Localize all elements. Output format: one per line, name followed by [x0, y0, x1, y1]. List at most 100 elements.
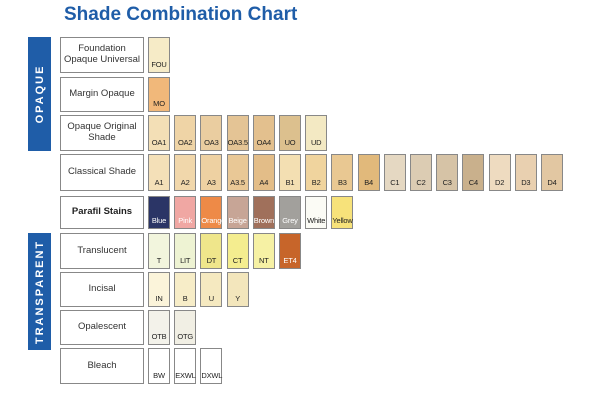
shade-swatch: C2: [410, 154, 432, 191]
shade-swatch: Brown: [252, 196, 275, 229]
shade-code: T: [156, 256, 162, 265]
shade-swatch: C3: [436, 154, 459, 191]
row-label: Classical Shade: [60, 154, 144, 191]
shade-swatch: OA2: [174, 115, 197, 151]
shade-swatch: LIT: [174, 233, 197, 269]
shade-swatch: A3: [200, 154, 223, 191]
shade-code: OA4: [256, 138, 272, 147]
row-label: Margin Opaque: [60, 77, 144, 112]
shade-code: OA3.5: [227, 138, 248, 147]
shade-swatch: A4: [252, 154, 275, 191]
shade-code: Pink: [178, 216, 193, 225]
shade-code: A3.5: [230, 178, 245, 187]
row-label: Translucent: [60, 233, 144, 269]
page-title: Shade Combination Chart: [64, 4, 298, 25]
shade-code: UO: [284, 138, 296, 147]
shade-swatch: UD: [305, 115, 328, 151]
shade-code: A4: [259, 178, 269, 187]
shade-swatch: U: [200, 272, 223, 307]
shade-swatch: Orange: [200, 196, 226, 229]
shade-code: A3: [207, 178, 216, 187]
shade-code: OTB: [151, 332, 167, 341]
shade-code: CT: [232, 256, 243, 265]
shade-swatch: Beige: [226, 196, 249, 229]
shade-swatch: OA3: [200, 115, 223, 151]
shade-swatch: B3: [331, 154, 354, 191]
shade-swatch: B1: [279, 154, 301, 191]
shade-code: B: [182, 294, 188, 303]
shade-code: OA1: [151, 138, 167, 147]
shade-code: OA3: [204, 138, 219, 147]
shade-code: Blue: [151, 216, 167, 225]
shade-code: IN: [155, 294, 163, 303]
opaque-label-text: OPAQUE: [33, 64, 46, 124]
shade-code: B2: [311, 178, 321, 187]
shade-swatch: DXWL: [200, 348, 222, 384]
shade-swatch: BW: [148, 348, 170, 384]
shade-swatch: Blue: [148, 196, 170, 229]
shade-swatch: A3.5: [226, 154, 249, 191]
shade-code: DT: [206, 256, 217, 265]
shade-swatch: C4: [462, 154, 485, 191]
shade-code: B3: [338, 178, 347, 187]
shade-swatch: C1: [383, 154, 406, 191]
shade-code: LIT: [180, 256, 191, 265]
shade-code: D2: [495, 178, 505, 187]
shade-code: FOU: [151, 60, 167, 69]
shade-swatch: D4: [541, 154, 563, 191]
row-label: Opalescent: [60, 310, 144, 345]
shade-code: D3: [521, 178, 531, 187]
shade-code: C1: [390, 178, 400, 187]
shade-swatch: Y: [226, 272, 249, 307]
shade-code: Beige: [228, 216, 247, 225]
shade-swatch: OA4: [252, 115, 275, 151]
shade-code: B4: [364, 178, 373, 187]
shade-swatch: B: [174, 272, 197, 307]
shade-swatch: ET4: [279, 233, 301, 269]
shade-code: Orange: [201, 216, 226, 225]
row-label: Opaque Original Shade: [60, 115, 144, 151]
transparent-label-text: TRANSPARENT: [33, 239, 46, 344]
shade-swatch: B4: [357, 154, 380, 191]
row-label: Parafil Stains: [60, 196, 144, 229]
shade-code: B1: [285, 178, 295, 187]
shade-swatch: EXWL: [174, 348, 197, 384]
transparent-section-label: TRANSPARENT: [28, 233, 51, 350]
shade-code: OA2: [177, 138, 193, 147]
shade-code: Y: [235, 294, 240, 303]
shade-code: Brown: [253, 216, 275, 225]
row-label: Bleach: [60, 348, 144, 384]
shade-code: UD: [310, 138, 322, 147]
shade-swatch: Yellow: [331, 196, 354, 229]
shade-code: D4: [547, 178, 557, 187]
shade-swatch: OA1: [148, 115, 170, 151]
shade-code: ET4: [283, 256, 297, 265]
shade-swatch: B2: [305, 154, 328, 191]
shade-code: Yellow: [332, 216, 353, 225]
opaque-section-label: OPAQUE: [28, 37, 51, 151]
shade-swatch: OTG: [174, 310, 197, 345]
shade-code: MO: [153, 99, 165, 108]
shade-code: OTG: [177, 332, 194, 341]
row-label: Incisal: [60, 272, 144, 307]
shade-code: A1: [154, 178, 164, 187]
shade-code: Grey: [282, 216, 298, 225]
shade-code: EXWL: [175, 371, 196, 380]
row-label: Foundation Opaque Universal: [60, 37, 144, 73]
shade-swatch: A1: [148, 154, 170, 191]
shade-code: White: [307, 216, 326, 225]
shade-code: DXWL: [201, 371, 223, 380]
shade-swatch: CT: [226, 233, 249, 269]
shade-swatch: IN: [148, 272, 170, 307]
shade-code: A2: [180, 178, 190, 187]
shade-swatch: OA3.5: [226, 115, 249, 151]
shade-code: BW: [153, 371, 165, 380]
shade-swatch: D2: [488, 154, 511, 191]
shade-code: U: [208, 294, 214, 303]
shade-swatch: A2: [174, 154, 197, 191]
shade-swatch: Pink: [174, 196, 197, 229]
shade-code: C2: [416, 178, 426, 187]
shade-code: C3: [442, 178, 452, 187]
shade-swatch: DT: [200, 233, 223, 269]
shade-swatch: White: [305, 196, 328, 229]
